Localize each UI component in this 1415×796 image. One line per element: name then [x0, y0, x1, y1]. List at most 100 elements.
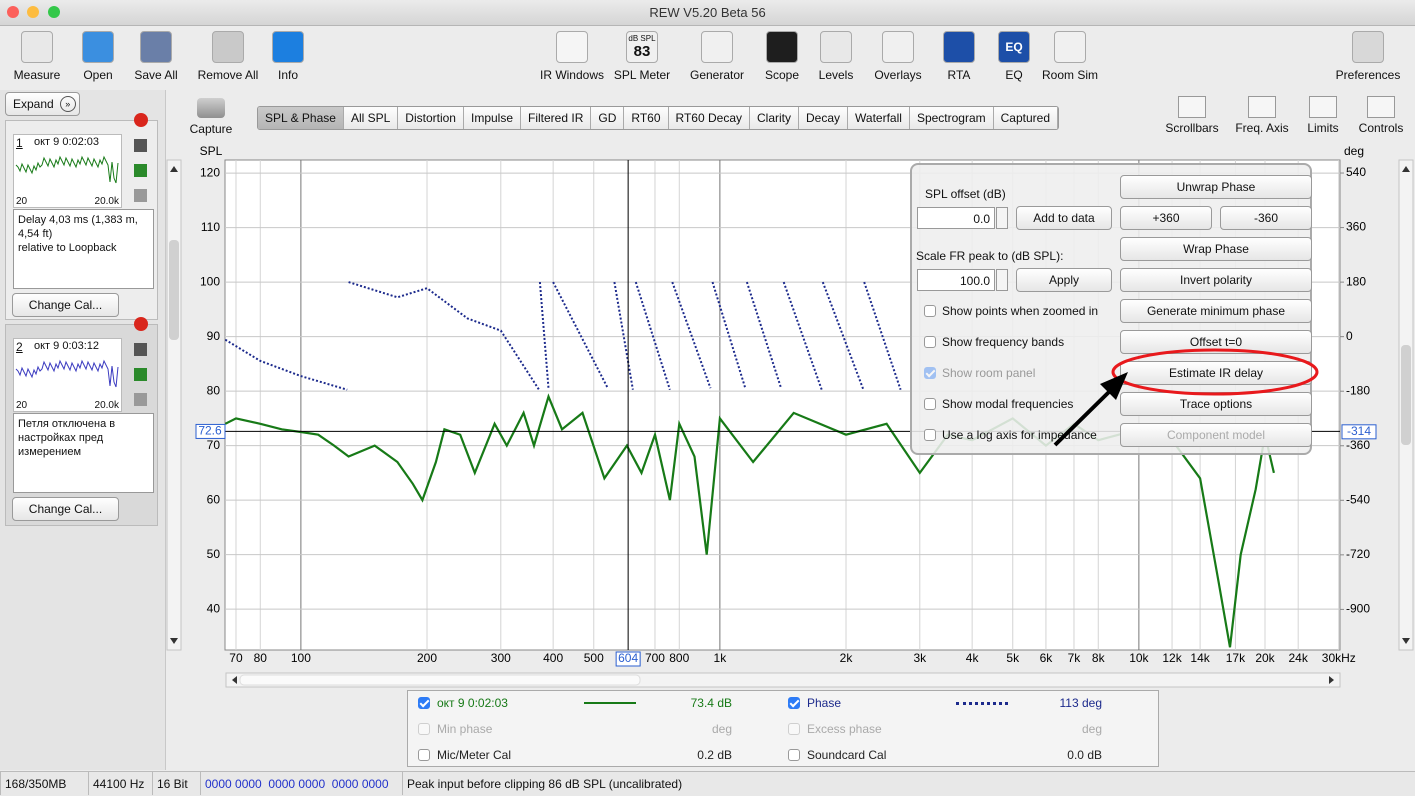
tab[interactable]: RT60 Decay: [668, 107, 750, 129]
legend-checkbox[interactable]: [788, 697, 800, 709]
tab[interactable]: RT60: [624, 107, 669, 129]
tab-bar: SPL & Phase All SPL Distortion Impulse Filte…: [257, 106, 1060, 130]
panel-button[interactable]: Generate minimum phase: [1120, 299, 1312, 323]
scale-input[interactable]: 100.0: [917, 269, 995, 291]
x-tick-label: 8k: [1092, 651, 1106, 665]
view-tool[interactable]: Limits: [1283, 96, 1363, 135]
toolbar-button[interactable]: Remove All: [188, 31, 268, 82]
tab[interactable]: Waterfall: [848, 107, 910, 129]
tool-icon: [272, 31, 304, 63]
tab[interactable]: Captured: [993, 107, 1059, 129]
legend-readout: 0.2 dB: [697, 748, 732, 762]
tab[interactable]: Impulse: [463, 107, 522, 129]
panel-button[interactable]: Offset t=0: [1120, 330, 1312, 354]
view-tool[interactable]: Scrollbars: [1152, 96, 1232, 135]
tool-icon: [21, 31, 53, 63]
toolbar-button[interactable]: Save All: [116, 31, 196, 82]
legend-checkbox[interactable]: [418, 749, 430, 761]
add-to-data-button[interactable]: Add to data: [1016, 206, 1112, 230]
panel-button[interactable]: Wrap Phase: [1120, 237, 1312, 261]
tab[interactable]: Clarity: [750, 107, 800, 129]
toolbar-button[interactable]: Info: [248, 31, 328, 82]
change-cal-button[interactable]: Change Cal...: [12, 293, 119, 317]
tool-icon: [556, 31, 588, 63]
toolbar-button[interactable]: IR Windows: [532, 31, 612, 82]
close-button[interactable]: [7, 6, 19, 18]
checkbox[interactable]: [924, 367, 936, 379]
tab[interactable]: Spectrogram: [909, 107, 994, 129]
toolbar-button[interactable]: Open: [58, 31, 138, 82]
card-action-icon[interactable]: [134, 368, 147, 381]
legend-checkbox[interactable]: [418, 723, 430, 735]
checkbox[interactable]: [924, 429, 936, 441]
cursor-box: [1341, 424, 1377, 440]
apply-button[interactable]: Apply: [1016, 268, 1112, 292]
left-scroll-thumb[interactable]: [169, 240, 179, 340]
toolbar-button[interactable]: Scope: [742, 31, 822, 82]
spinner[interactable]: [996, 207, 1008, 229]
checkbox[interactable]: [924, 398, 936, 410]
bottom-scroll-thumb[interactable]: [239, 674, 641, 686]
preferences-button[interactable]: Preferences: [1328, 31, 1408, 82]
panel-button[interactable]: Estimate IR delay: [1120, 361, 1312, 385]
toolbar-button[interactable]: Levels: [796, 31, 876, 82]
tab[interactable]: GD: [591, 107, 625, 129]
legend-checkbox[interactable]: [788, 723, 800, 735]
expand-button[interactable]: Expand »: [5, 92, 80, 116]
tool-icon: [882, 31, 914, 63]
note-line: 4,54 ft): [18, 228, 53, 240]
spl-offset-input[interactable]: 0.0: [917, 207, 995, 229]
checkbox[interactable]: [924, 336, 936, 348]
remove-icon[interactable]: [134, 113, 148, 127]
right-scroll-thumb[interactable]: [1401, 345, 1411, 445]
x-tick-label: 800: [669, 651, 689, 665]
tool-label: Levels: [818, 68, 854, 82]
minimize-button[interactable]: [27, 6, 39, 18]
panel-button[interactable]: Unwrap Phase: [1120, 175, 1312, 199]
y2-tick-label: -720: [1346, 547, 1370, 561]
toolbar-button[interactable]: RTA: [919, 31, 999, 82]
tab[interactable]: All SPL: [343, 107, 399, 129]
legend-checkbox[interactable]: [418, 697, 430, 709]
toolbar-button[interactable]: Measure: [0, 31, 77, 82]
capture-label: Capture: [189, 122, 233, 136]
card-action-icon[interactable]: [134, 343, 147, 356]
toolbar-button[interactable]: Generator: [677, 31, 757, 82]
card-action-icon[interactable]: [134, 189, 147, 202]
toolbar-button[interactable]: EQ EQ: [974, 31, 1054, 82]
toolbar-button[interactable]: Room Sim: [1030, 31, 1110, 82]
tab[interactable]: Filtered IR: [521, 107, 592, 129]
tab[interactable]: SPL & Phase: [258, 107, 344, 129]
view-tool-label: Freq. Axis: [1235, 121, 1289, 135]
toolbar-button[interactable]: Overlays: [858, 31, 938, 82]
tab[interactable]: Distortion: [398, 107, 464, 129]
tool-label: Overlays: [874, 68, 922, 82]
y2-tick-label: 180: [1346, 274, 1366, 288]
view-tool[interactable]: Controls: [1341, 96, 1415, 135]
series-line: [225, 281, 902, 391]
tool-label: Save All: [134, 68, 178, 82]
panel-button[interactable]: +360: [1120, 206, 1212, 230]
card-action-icon[interactable]: [134, 393, 147, 406]
checkbox[interactable]: [924, 305, 936, 317]
panel-button[interactable]: Invert polarity: [1120, 268, 1312, 292]
panel-button[interactable]: -360: [1220, 206, 1312, 230]
legend-label: Min phase: [437, 722, 493, 736]
y2-tick-label: 0: [1346, 329, 1353, 343]
view-tool[interactable]: Freq. Axis: [1222, 96, 1302, 135]
spinner[interactable]: [996, 269, 1008, 291]
panel-button[interactable]: Trace options: [1120, 392, 1312, 416]
change-cal-button[interactable]: Change Cal...: [12, 497, 119, 521]
expand-icon: »: [59, 96, 76, 112]
cursor-freq-label: 604: [618, 651, 638, 665]
zoom-button[interactable]: [48, 6, 60, 18]
capture-tool[interactable]: Capture: [181, 98, 241, 136]
meter-unit: dB SPL: [628, 34, 656, 43]
toolbar-button[interactable]: dB SPL 83 SPL Meter: [602, 31, 682, 82]
card-action-icon[interactable]: [134, 164, 147, 177]
remove-icon[interactable]: [134, 317, 148, 331]
legend-checkbox[interactable]: [788, 749, 800, 761]
card-action-icon[interactable]: [134, 139, 147, 152]
left-scrollbar[interactable]: [166, 159, 182, 651]
tab[interactable]: Decay: [799, 107, 849, 129]
